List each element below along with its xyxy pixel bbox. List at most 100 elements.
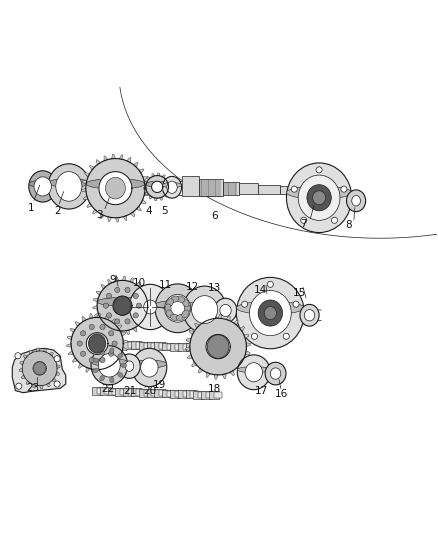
Ellipse shape — [207, 335, 229, 358]
Polygon shape — [68, 351, 74, 355]
Polygon shape — [128, 389, 137, 395]
Ellipse shape — [120, 363, 127, 367]
Ellipse shape — [166, 298, 173, 306]
Polygon shape — [244, 335, 249, 338]
Polygon shape — [167, 391, 176, 397]
Polygon shape — [186, 338, 191, 343]
Polygon shape — [152, 181, 163, 192]
Polygon shape — [237, 365, 242, 370]
Ellipse shape — [264, 306, 276, 320]
Ellipse shape — [125, 361, 134, 372]
Polygon shape — [114, 361, 119, 366]
Ellipse shape — [250, 290, 291, 336]
Polygon shape — [139, 169, 144, 173]
Polygon shape — [93, 298, 98, 302]
Polygon shape — [214, 375, 218, 379]
Polygon shape — [194, 323, 200, 328]
Polygon shape — [147, 342, 157, 350]
Text: 17: 17 — [255, 386, 268, 397]
Ellipse shape — [170, 296, 179, 302]
Ellipse shape — [170, 314, 179, 320]
Ellipse shape — [166, 310, 173, 318]
Polygon shape — [157, 173, 160, 176]
Polygon shape — [81, 188, 86, 192]
Polygon shape — [147, 302, 152, 305]
Polygon shape — [162, 390, 173, 398]
Polygon shape — [93, 369, 97, 374]
Polygon shape — [147, 389, 157, 397]
Polygon shape — [147, 309, 152, 313]
Polygon shape — [87, 203, 92, 207]
Polygon shape — [145, 295, 150, 298]
Polygon shape — [218, 314, 222, 319]
Ellipse shape — [106, 177, 125, 199]
Ellipse shape — [88, 334, 106, 353]
Ellipse shape — [86, 179, 145, 189]
Polygon shape — [122, 348, 127, 351]
Text: 6: 6 — [212, 212, 218, 221]
Ellipse shape — [100, 350, 105, 356]
Polygon shape — [162, 343, 173, 350]
Polygon shape — [97, 280, 148, 331]
Text: 20: 20 — [144, 386, 157, 397]
Ellipse shape — [313, 191, 325, 205]
Polygon shape — [186, 346, 190, 351]
Ellipse shape — [177, 296, 185, 302]
Polygon shape — [210, 314, 214, 319]
Circle shape — [112, 341, 117, 346]
Polygon shape — [33, 384, 36, 388]
Polygon shape — [52, 378, 56, 382]
Polygon shape — [198, 392, 207, 398]
Polygon shape — [201, 391, 212, 399]
Polygon shape — [152, 343, 160, 349]
Polygon shape — [145, 184, 149, 188]
Polygon shape — [139, 342, 149, 350]
Polygon shape — [101, 284, 106, 289]
Polygon shape — [145, 192, 148, 195]
Circle shape — [103, 303, 109, 308]
Circle shape — [133, 293, 138, 298]
Polygon shape — [160, 197, 162, 200]
Polygon shape — [209, 391, 219, 399]
Ellipse shape — [307, 184, 331, 211]
Polygon shape — [67, 336, 72, 340]
Polygon shape — [100, 387, 110, 395]
Text: 8: 8 — [346, 220, 352, 230]
Polygon shape — [155, 198, 157, 201]
Ellipse shape — [91, 346, 127, 385]
Circle shape — [133, 313, 138, 318]
Text: 21: 21 — [124, 385, 137, 395]
Text: 1: 1 — [28, 203, 34, 213]
Polygon shape — [131, 389, 141, 397]
Polygon shape — [202, 318, 206, 323]
Polygon shape — [143, 187, 146, 189]
Polygon shape — [206, 345, 215, 351]
Polygon shape — [57, 365, 60, 368]
Polygon shape — [128, 342, 137, 348]
Polygon shape — [199, 180, 223, 196]
Ellipse shape — [132, 349, 167, 386]
Polygon shape — [119, 354, 124, 359]
Polygon shape — [97, 313, 101, 318]
Polygon shape — [136, 343, 145, 349]
Text: 4: 4 — [145, 206, 152, 216]
Ellipse shape — [110, 348, 114, 354]
Ellipse shape — [146, 181, 169, 187]
Ellipse shape — [270, 368, 281, 379]
Polygon shape — [120, 342, 129, 348]
Polygon shape — [100, 341, 110, 348]
Circle shape — [125, 287, 130, 293]
Circle shape — [54, 356, 60, 362]
Polygon shape — [12, 349, 66, 393]
Polygon shape — [119, 330, 122, 335]
Circle shape — [341, 186, 347, 192]
Polygon shape — [20, 361, 24, 365]
Circle shape — [77, 341, 82, 346]
Polygon shape — [111, 319, 116, 324]
Polygon shape — [29, 350, 33, 354]
Circle shape — [316, 167, 322, 173]
Polygon shape — [104, 325, 109, 330]
Polygon shape — [152, 390, 160, 396]
Circle shape — [332, 217, 338, 223]
Polygon shape — [170, 390, 180, 398]
